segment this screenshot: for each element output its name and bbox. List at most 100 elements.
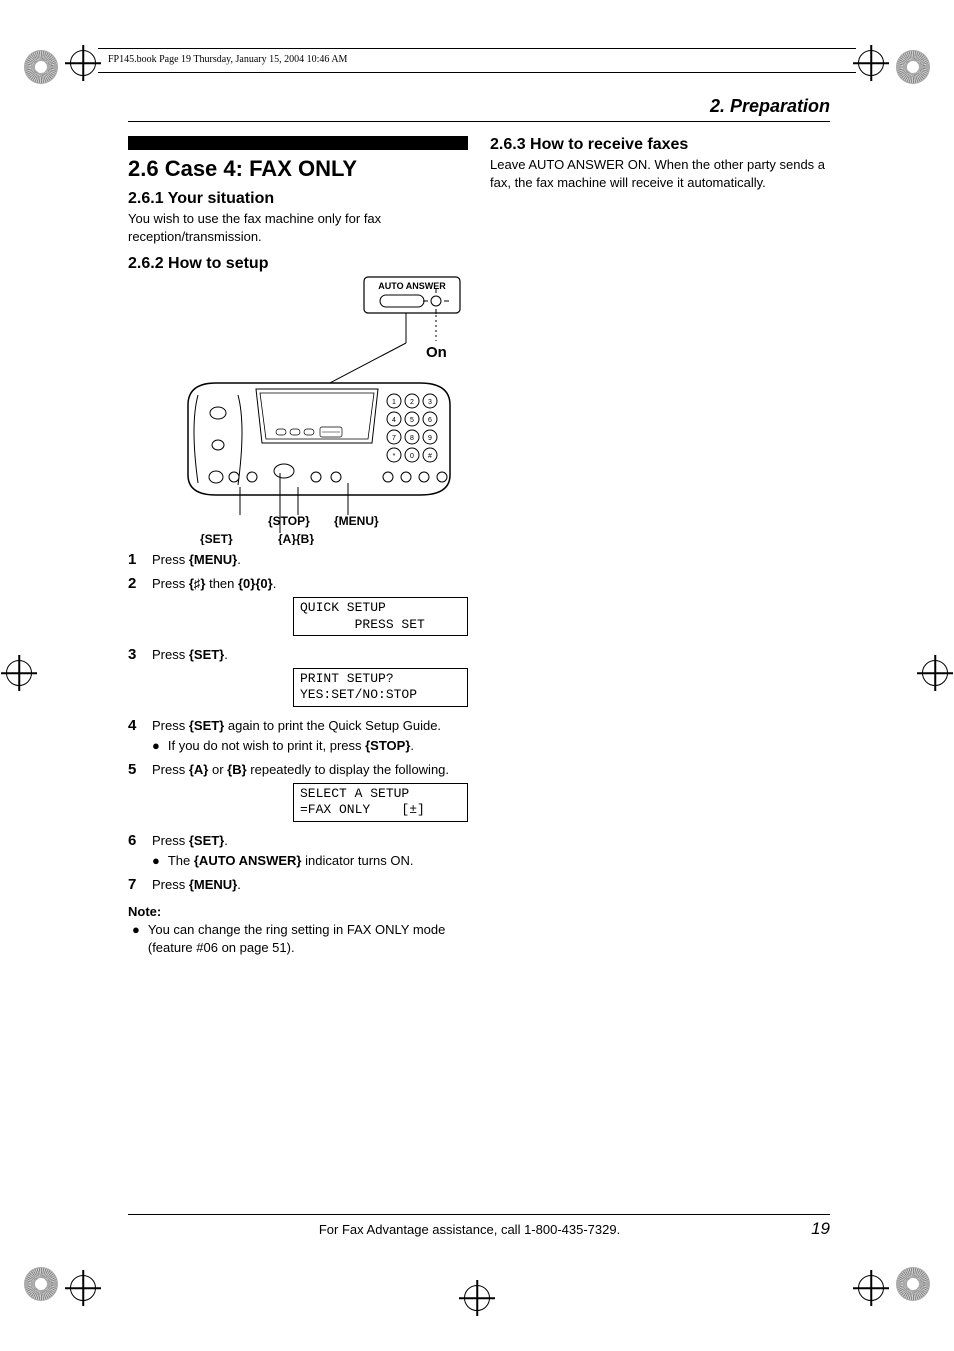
step-4-bullet: ● If you do not wish to print it, press …	[152, 737, 468, 755]
lcd-quick-setup: QUICK SETUP PRESS SET	[293, 597, 468, 636]
left-column: 2.6 Case 4: FAX ONLY 2.6.1 Your situatio…	[128, 136, 468, 958]
running-head: 2. Preparation	[128, 96, 830, 117]
step-6-text-a: Press	[152, 833, 189, 848]
step-4-bullet-a: If you do not wish to print it, press	[168, 738, 365, 753]
sub3-body: Leave AUTO ANSWER ON. When the other par…	[490, 156, 830, 191]
step-6-text-b: .	[224, 833, 228, 848]
step-3-num: 3	[128, 646, 142, 711]
lcd-select-setup: SELECT A SETUP =FAX ONLY [±]	[293, 783, 468, 822]
bullet-dot-icon: ●	[152, 737, 160, 755]
section-title: 2.6 Case 4: FAX ONLY	[128, 156, 468, 182]
step-7-text-b: .	[237, 877, 241, 892]
step-3-text-b: .	[224, 647, 228, 662]
step-4-bullet-key: {STOP}	[365, 738, 410, 753]
step-2-num: 2	[128, 575, 142, 640]
step-6-bullet: ● The {AUTO ANSWER} indicator turns ON.	[152, 852, 468, 870]
svg-text:{STOP}: {STOP}	[268, 514, 310, 528]
svg-text:{MENU}: {MENU}	[334, 514, 379, 528]
sub2-title: 2.6.2 How to setup	[128, 255, 468, 273]
svg-text:On: On	[426, 344, 447, 361]
step-3-key: {SET}	[189, 647, 224, 662]
bullet-dot-icon: ●	[132, 921, 140, 957]
step-1-num: 1	[128, 551, 142, 569]
crop-target-bc	[464, 1285, 490, 1311]
step-5: 5 Press {A} or {B} repeatedly to display…	[128, 761, 468, 826]
step-6-bullet-b: indicator turns ON.	[302, 853, 414, 868]
page-footer: For Fax Advantage assistance, call 1-800…	[128, 1214, 830, 1239]
step-5-text-a: Press	[152, 762, 189, 777]
crop-target-ml	[6, 660, 32, 686]
steps-list: 1 Press {MENU}. 2 Press {♯} then {0}{0}.…	[128, 551, 468, 894]
sub3-title: 2.6.3 How to receive faxes	[490, 136, 830, 154]
step-4-bullet-b: .	[410, 738, 414, 753]
page-body: 2. Preparation 2.6 Case 4: FAX ONLY 2.6.…	[128, 96, 830, 1221]
note-bullet-text: You can change the ring setting in FAX O…	[148, 921, 468, 957]
svg-text:5: 5	[410, 417, 414, 424]
step-5-key1: {A}	[189, 762, 209, 777]
svg-text:9: 9	[428, 435, 432, 442]
crop-rosette-bl	[24, 1267, 58, 1301]
step-7-key: {MENU}	[189, 877, 237, 892]
sub1-body: You wish to use the fax machine only for…	[128, 210, 468, 245]
crop-target-bl	[70, 1275, 96, 1301]
svg-text:*: *	[393, 453, 396, 460]
svg-text:6: 6	[428, 417, 432, 424]
step-5-text-b: repeatedly to display the following.	[247, 762, 449, 777]
step-1-text-b: .	[237, 552, 241, 567]
note-heading: Note:	[128, 904, 468, 919]
step-5-body: Press {A} or {B} repeatedly to display t…	[152, 761, 468, 826]
step-6-bullet-a: The	[168, 853, 194, 868]
step-6-num: 6	[128, 832, 142, 870]
step-2-text-a: Press	[152, 576, 189, 591]
sub1-title: 2.6.1 Your situation	[128, 190, 468, 208]
step-7-num: 7	[128, 876, 142, 894]
svg-text:7: 7	[392, 435, 396, 442]
step-2-key1: {♯}	[189, 576, 206, 591]
right-column: 2.6.3 How to receive faxes Leave AUTO AN…	[490, 136, 830, 958]
step-6: 6 Press {SET}. ● The {AUTO ANSWER} indic…	[128, 832, 468, 870]
step-5-num: 5	[128, 761, 142, 826]
step-3-body: Press {SET}. PRINT SETUP? YES:SET/NO:STO…	[152, 646, 468, 711]
running-rule	[128, 121, 830, 122]
svg-text:3: 3	[428, 399, 432, 406]
svg-text:{A}{B}: {A}{B}	[278, 532, 314, 545]
step-3-text-a: Press	[152, 647, 189, 662]
header-rule-top	[98, 48, 856, 49]
crop-target-tr	[858, 50, 884, 76]
svg-text:0: 0	[410, 453, 414, 460]
step-6-body: Press {SET}. ● The {AUTO ANSWER} indicat…	[152, 832, 468, 870]
header-rule-bottom	[98, 72, 856, 73]
step-4-text-b: again to print the Quick Setup Guide.	[224, 718, 441, 733]
step-4-bullet-text: If you do not wish to print it, press {S…	[168, 737, 414, 755]
step-6-bullet-key: {AUTO ANSWER}	[194, 853, 302, 868]
crop-rosette-tl	[24, 50, 58, 84]
crop-rosette-tr	[896, 50, 930, 84]
section-black-bar	[128, 136, 468, 150]
lcd-print-setup: PRINT SETUP? YES:SET/NO:STOP	[293, 668, 468, 707]
bullet-dot-icon: ●	[152, 852, 160, 870]
step-2-text-mid: then	[205, 576, 238, 591]
crop-target-br	[858, 1275, 884, 1301]
step-3: 3 Press {SET}. PRINT SETUP? YES:SET/NO:S…	[128, 646, 468, 711]
step-7-body: Press {MENU}.	[152, 876, 468, 894]
svg-text:4: 4	[392, 417, 396, 424]
crop-target-tl	[70, 50, 96, 76]
step-1: 1 Press {MENU}.	[128, 551, 468, 569]
step-2-body: Press {♯} then {0}{0}. QUICK SETUP PRESS…	[152, 575, 468, 640]
crop-rosette-br	[896, 1267, 930, 1301]
step-4-text-a: Press	[152, 718, 189, 733]
svg-text:8: 8	[410, 435, 414, 442]
step-2-key2: {0}{0}	[238, 576, 273, 591]
step-1-key: {MENU}	[189, 552, 237, 567]
svg-text:{SET}: {SET}	[200, 532, 233, 545]
step-7-text-a: Press	[152, 877, 189, 892]
crop-target-mr	[922, 660, 948, 686]
page-number: 19	[811, 1219, 830, 1239]
note-bullet: ● You can change the ring setting in FAX…	[132, 921, 468, 957]
header-meta-text: FP145.book Page 19 Thursday, January 15,…	[108, 54, 347, 65]
step-5-key2: {B}	[227, 762, 247, 777]
step-4: 4 Press {SET} again to print the Quick S…	[128, 717, 468, 755]
step-1-body: Press {MENU}.	[152, 551, 468, 569]
step-4-num: 4	[128, 717, 142, 755]
step-6-bullet-text: The {AUTO ANSWER} indicator turns ON.	[168, 852, 414, 870]
